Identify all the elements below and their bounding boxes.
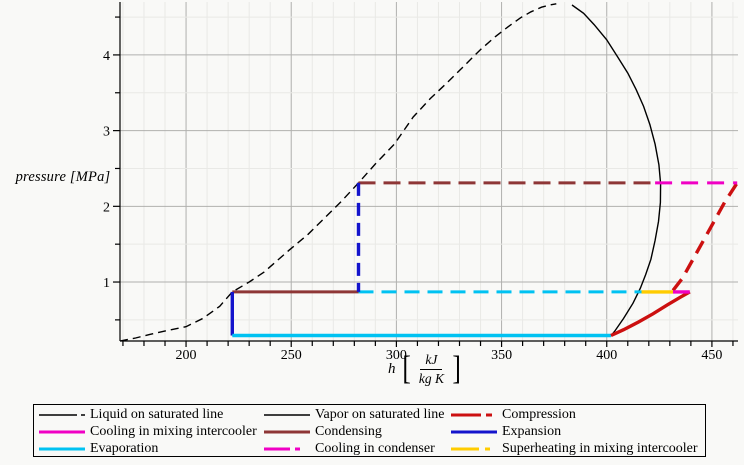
y-tick-label: 4 (103, 49, 110, 64)
series-compression-stage-2 (671, 181, 739, 292)
x-axis-unit-numerator: kJ (420, 352, 443, 370)
legend-label-text: Evaporation (90, 441, 159, 456)
legend-label: Condensing (315, 424, 382, 439)
legend-label: Vapor on saturated line (315, 407, 445, 422)
x-axis-unit-fraction: kJ kg K (415, 352, 448, 386)
legend-label: Cooling in mixing intercooler (90, 424, 257, 439)
x-tick-label: 350 (491, 348, 512, 363)
legend-key-vapor-on-saturated-line (264, 414, 310, 416)
x-axis-unit-denominator: kg K (418, 370, 444, 386)
legend-label-text: Condensing (315, 424, 382, 439)
x-tick-label: 300 (386, 348, 407, 363)
legend-label: Expansion (502, 424, 562, 439)
legend-label: Liquid on saturated line (90, 407, 224, 422)
legend-label-text: Superheating in mixing intercooler (502, 441, 698, 456)
legend-key-condensing (264, 430, 310, 434)
legend-box: Liquid on saturated line Cooling in mixin… (33, 404, 706, 457)
legend-label-text: Expansion (502, 424, 562, 439)
legend-label: Compression (502, 407, 576, 422)
x-tick-label: 200 (176, 348, 197, 363)
y-tick-label: 3 (103, 125, 110, 140)
legend-label-text: Liquid on saturated line (90, 407, 224, 422)
x-axis-label: h [ kJ kg K ] (388, 349, 462, 389)
legend-key-liquid-on-saturated-line (39, 414, 85, 416)
legend-label-text: Vapor on saturated line (315, 407, 445, 422)
x-tick-label: 250 (281, 348, 302, 363)
legend-label-text: Cooling in mixing intercooler (90, 424, 257, 439)
series-vapor-saturated-line (571, 4, 662, 337)
legend-label-text: Cooling in condenser (315, 441, 435, 456)
chart-canvas: 200 250 300 350 400 450 1 2 3 4 (103, 2, 739, 363)
x-tick-label: 450 (701, 348, 722, 363)
legend-key-expansion (451, 430, 497, 434)
legend-key-superheating-in-mixing-intercooler (451, 447, 497, 451)
legend-label: Evaporation (90, 441, 159, 456)
legend-key-cooling-in-mixing-intercooler (39, 430, 85, 434)
series-compression-stage-1 (610, 290, 691, 338)
legend-label: Cooling in condenser (315, 441, 435, 456)
bracket-close-glyph: ] (452, 350, 461, 387)
y-tick-label: 1 (103, 276, 110, 291)
legend-label-text: Compression (502, 407, 576, 422)
y-axis-label: pressure [MPa] (15, 169, 111, 185)
bracket-open-glyph: [ (401, 350, 411, 387)
x-tick-label: 400 (596, 348, 617, 363)
legend-key-evaporation (39, 447, 85, 451)
x-axis-symbol: h (388, 360, 396, 377)
legend-label: Superheating in mixing intercooler (502, 441, 698, 456)
legend-key-cooling-in-condenser (264, 447, 310, 451)
y-tick-label: 2 (103, 200, 110, 215)
legend-key-compression (451, 413, 497, 417)
